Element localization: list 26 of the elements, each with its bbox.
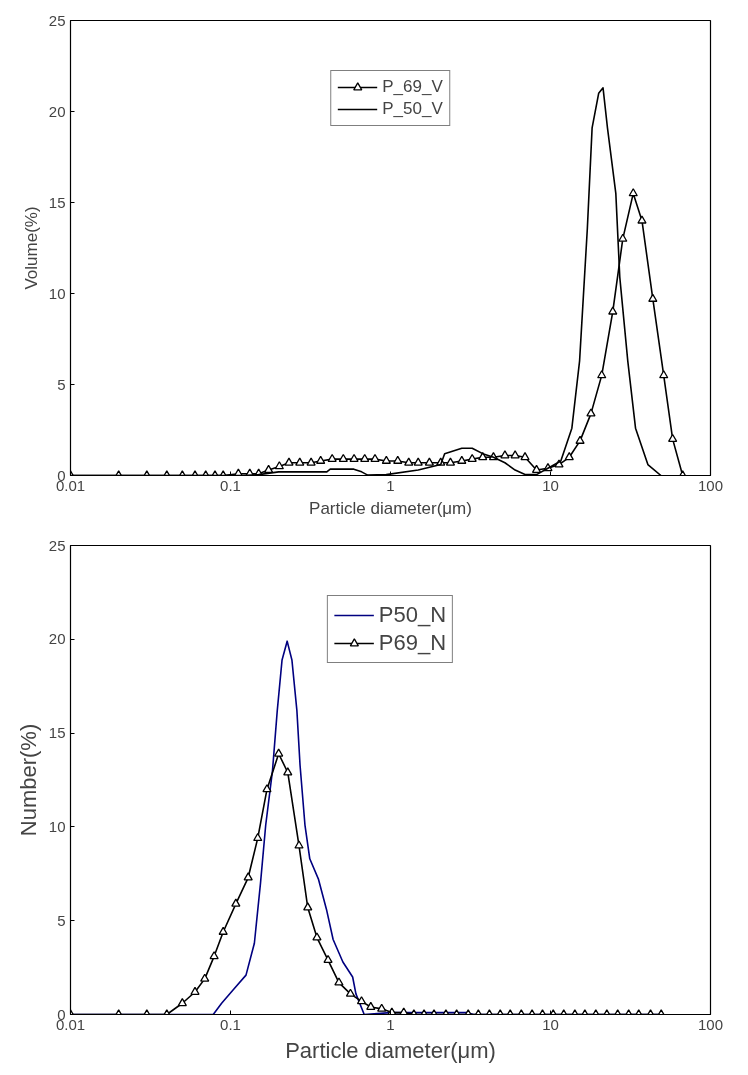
x-tick-label: 100 — [697, 476, 724, 494]
x-tick-label: 10 — [542, 476, 559, 494]
y-axis-title: Volume(%) — [21, 206, 41, 290]
legend-label: P_50_V — [382, 99, 443, 119]
y-tick-label: 20 — [48, 630, 66, 648]
x-tick-label: 0.1 — [220, 1015, 241, 1033]
y-tick-label: 15 — [48, 724, 66, 742]
y-tick-label: 5 — [57, 911, 66, 929]
y-tick-label: 25 — [48, 11, 66, 29]
y-tick-label: 10 — [48, 817, 66, 835]
x-tick-label: 10 — [542, 1015, 559, 1033]
legend-label: P50_N — [378, 602, 447, 628]
x-tick-label: 1 — [386, 476, 395, 494]
y-tick-label: 10 — [48, 284, 66, 302]
x-axis-title: Particle diameter(μm) — [285, 1037, 496, 1063]
legend-label: P69_N — [378, 630, 447, 656]
x-axis-title: Particle diameter(μm) — [309, 498, 472, 518]
y-tick-label: 5 — [57, 375, 66, 393]
y-tick-label: 25 — [48, 536, 66, 554]
legend-label: P_69_V — [382, 77, 443, 97]
x-tick-label: 1 — [386, 1015, 395, 1033]
x-tick-label: 100 — [697, 1015, 724, 1033]
y-tick-label: 20 — [48, 102, 66, 120]
y-axis-title: Number(%) — [15, 723, 41, 837]
y-tick-label: 15 — [48, 193, 66, 211]
x-tick-label: 0.1 — [220, 476, 241, 494]
